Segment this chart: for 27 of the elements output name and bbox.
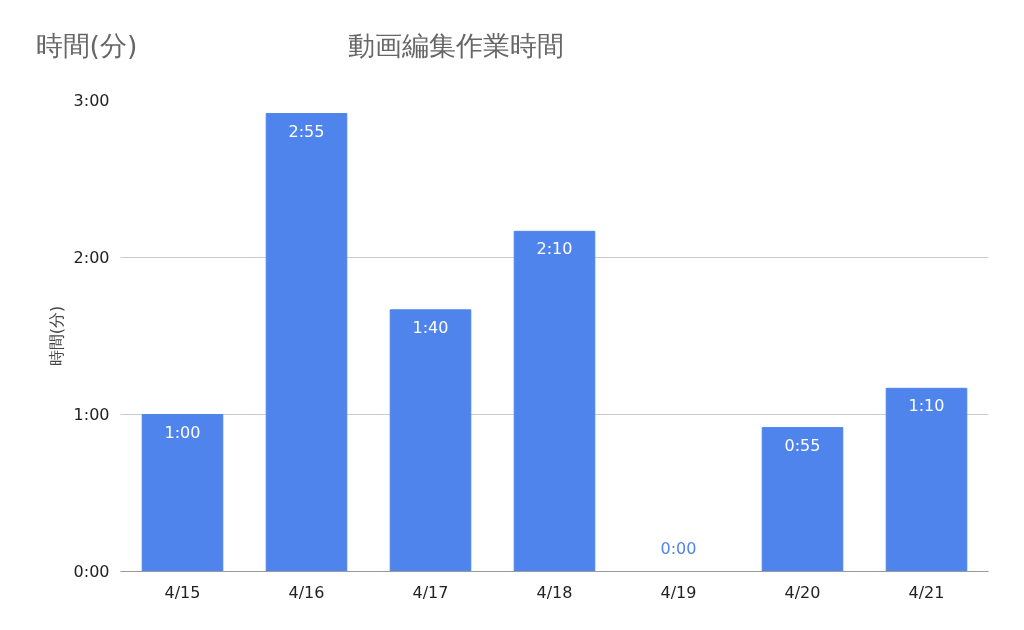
x-tick-label: 4/19 (660, 582, 697, 602)
y-tick-label: 0:00 (73, 562, 110, 581)
data-label: 1:40 (412, 317, 449, 337)
x-tick-label: 4/17 (412, 582, 449, 602)
bar (885, 387, 968, 572)
x-tick-label: 4/18 (536, 582, 573, 602)
data-label: 1:10 (908, 396, 945, 416)
data-label: 1:00 (164, 422, 201, 442)
x-tick-label: 4/15 (164, 582, 201, 602)
data-label: 2:55 (288, 121, 325, 141)
y-tick-label: 1:00 (73, 405, 110, 424)
y-axis-title: 時間(分) (46, 305, 66, 367)
x-tick-label: 4/16 (288, 582, 325, 602)
x-tick-label: 4/20 (784, 582, 821, 602)
bar (141, 414, 224, 572)
data-label: 0:55 (784, 435, 821, 455)
y-tick-label: 3:00 (73, 91, 110, 110)
text: 時間(分) (35, 30, 138, 61)
data-label: 2:10 (536, 239, 573, 259)
x-tick-label: 4/21 (908, 582, 945, 602)
chart-title: 動画編集作業時間 (347, 30, 564, 61)
bar (265, 113, 348, 572)
bar (513, 230, 596, 572)
bar (389, 309, 472, 572)
bar (761, 427, 844, 572)
y-tick-label: 2:00 (73, 248, 110, 267)
data-label: 0:00 (660, 538, 697, 558)
